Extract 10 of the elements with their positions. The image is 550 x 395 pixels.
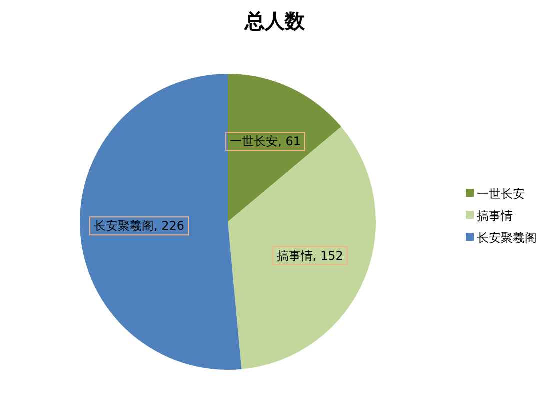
data-label: 搞事情, 152: [276, 248, 344, 263]
data-label: 长安聚羲阁, 226: [94, 219, 185, 234]
legend-label: 长安聚羲阁: [477, 231, 537, 245]
chart-title: 总人数: [244, 9, 306, 33]
pie-slice: [228, 74, 342, 222]
pie-slice: [80, 74, 242, 370]
legend-label: 搞事情: [477, 209, 513, 223]
data-label: 一世长安, 61: [230, 134, 301, 149]
pie-slice: [228, 126, 376, 370]
legend-label: 一世长安: [477, 187, 525, 201]
